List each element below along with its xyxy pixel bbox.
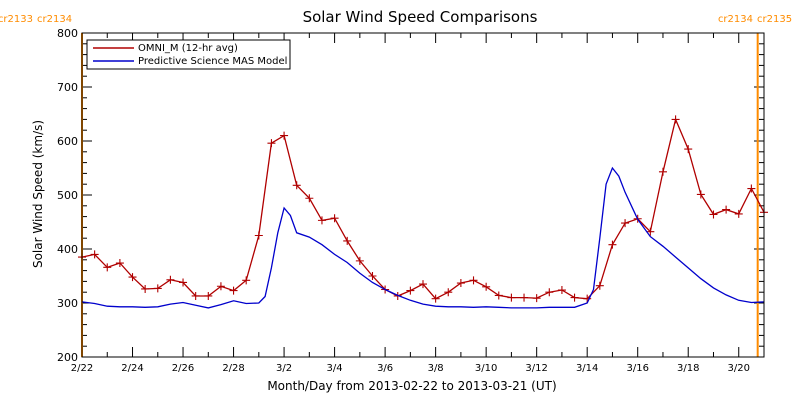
data-point-marker [734,209,743,218]
data-point-marker [254,231,263,240]
y-tick-label: 200 [57,351,78,364]
legend-label-mas: Predictive Science MAS Model [138,56,287,67]
data-point-marker [90,250,99,259]
y-tick-label: 400 [57,243,78,256]
y-tick-label: 600 [57,135,78,148]
data-point-marker [482,282,491,291]
data-point-marker [684,145,693,154]
x-tick-label: 3/8 [428,363,444,374]
x-tick-label: 3/4 [327,363,343,374]
data-point-marker [406,286,415,295]
data-point-marker [305,194,314,203]
x-axis-label: Month/Day from 2013-02-22 to 2013-03-21 … [267,379,556,393]
carrington-label-right: cr2134 [37,14,72,25]
data-point-marker [128,273,137,282]
data-point-marker [456,279,465,288]
data-point-marker [368,272,377,280]
carrington-label-right: cr2135 [757,14,792,25]
data-point-marker [229,286,238,295]
y-tick-label: 800 [57,27,78,40]
x-tick-label: 2/22 [71,363,93,374]
plot-frame [81,32,765,358]
axis-ticks: 200 300 400 500 600 700 800 2/22 2/24 2/26 2/28 3/2… [57,27,764,374]
data-point-marker [115,259,124,268]
data-point-marker [747,184,756,193]
data-point-marker [419,280,427,289]
data-point-marker [280,131,289,140]
data-point-marker [153,284,162,293]
data-point-marker [216,282,225,291]
data-point-marker [179,278,188,287]
x-tick-label: 3/12 [525,363,547,374]
data-point-marker [317,216,326,225]
x-tick-label: 3/20 [728,363,750,374]
data-point-marker [355,256,364,265]
data-point-marker [646,227,655,236]
data-point-marker [469,276,478,285]
legend-label-omni: OMNI_M (12-hr avg) [138,43,238,54]
data-point-marker [191,291,200,300]
data-series [78,115,768,309]
x-tick-label: 3/2 [276,363,292,374]
carrington-label-left: cr2134 [718,14,753,25]
carrington-label-left: cr2133 [0,14,33,25]
y-tick-label: 500 [57,189,78,202]
x-tick-label: 3/6 [377,363,393,374]
x-tick-label: 3/18 [677,363,699,374]
data-point-marker [141,284,150,293]
data-point-marker [292,181,301,190]
legend-box [86,39,291,70]
series-line-1 [81,166,765,309]
data-point-marker [520,293,529,302]
data-point-marker [608,240,617,249]
data-point-marker [444,288,453,297]
data-point-marker [557,286,566,295]
data-point-marker [431,294,440,303]
x-tick-label: 2/28 [222,363,244,374]
y-tick-label: 700 [57,81,78,94]
data-point-marker [330,214,339,223]
data-point-marker [722,205,731,214]
x-tick-label: 3/10 [475,363,497,374]
data-point-marker [494,291,503,300]
data-point-marker [709,210,718,219]
x-tick-label: 2/26 [172,363,194,374]
data-point-marker [343,236,352,245]
x-tick-label: 3/14 [576,363,598,374]
data-point-marker [204,291,213,300]
data-point-marker [696,190,705,199]
data-point-marker [267,139,276,148]
legend: OMNI_M (12-hr avg) Predictive Science MA… [86,39,291,70]
chart-title: Solar Wind Speed Comparisons [303,8,538,26]
data-point-marker [621,219,630,228]
data-point-marker [671,115,680,124]
data-point-marker [507,293,516,302]
data-point-marker [595,281,604,290]
x-tick-label: 3/16 [626,363,648,374]
x-tick-label: 2/24 [121,363,143,374]
y-axis-label: Solar Wind Speed (km/s) [31,120,45,268]
y-tick-label: 300 [57,297,78,310]
data-point-marker [658,167,667,176]
data-point-marker [532,294,541,303]
data-point-marker [103,263,112,272]
data-point-marker [545,288,554,297]
data-point-marker [242,276,251,285]
data-point-marker [570,293,579,302]
data-point-marker [166,275,175,284]
